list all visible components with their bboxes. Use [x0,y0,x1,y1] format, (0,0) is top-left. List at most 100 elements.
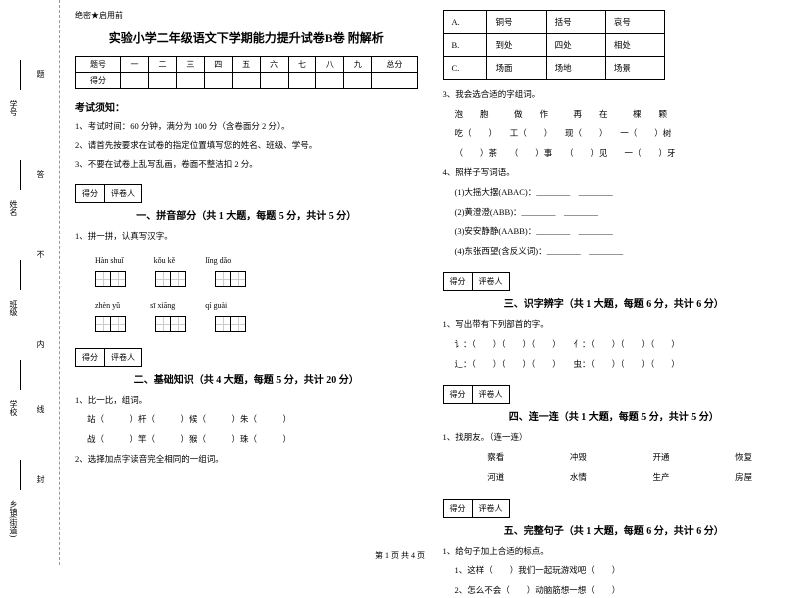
match-row[interactable]: 察看 冲毁 开通 恢复 [443,451,786,463]
cell[interactable] [316,73,344,89]
cell: 括号 [546,11,605,34]
cell[interactable]: C. [443,57,487,80]
cell[interactable]: A. [443,11,487,34]
question: 4、照样子写词语。 [443,166,786,180]
cell: 四 [204,57,232,73]
word: 水情 [570,471,587,483]
table-row: 得分 [76,73,418,89]
field-id: 学号 [8,100,19,116]
score-box: 得分 评卷人 [75,184,418,203]
question: 1、拼一拼，认真写汉字。 [75,230,418,244]
cell: 一 [121,57,149,73]
pinyin-row: zhèn yǔ sī xiāng qí guài [95,301,418,310]
char-grid[interactable] [215,271,245,287]
char-grid[interactable] [155,271,185,287]
cell: 场面 [487,57,546,80]
pinyin-row: Hàn shuǐ kǒu kě lǐng dǎo [95,256,418,265]
blank-line[interactable]: (1)大摇大摆(ABAC)：________ ________ [443,186,786,200]
cell[interactable] [149,73,177,89]
word: 冲毁 [570,451,587,463]
section-1-heading: 一、拼音部分（共 1 大题，每题 5 分，共计 5 分） [75,207,418,222]
blank-line[interactable]: 讠：（ ）（ ）（ ） 亻：（ ）（ ）（ ） [443,338,786,352]
seal-1: 封 [35,475,46,483]
question: 1、找朋友。（连一连） [443,431,786,445]
field-line [20,260,21,290]
section-2-heading: 二、基础知识（共 4 大题，每题 5 分，共计 20 分） [75,371,418,386]
seal-3: 内 [35,340,46,348]
blank-line[interactable]: (2)黄澄澄(ABB)：________ ________ [443,206,786,220]
cell[interactable] [260,73,288,89]
word: 河道 [487,471,504,483]
seal-4: 不 [35,250,46,258]
word: 生产 [653,471,670,483]
seal-2: 线 [35,405,46,413]
score-label: 得分 [443,385,472,404]
grader-label: 评卷人 [472,272,510,291]
cell[interactable] [204,73,232,89]
match-row[interactable]: 河道 水情 生产 房屋 [443,471,786,483]
cell: 六 [260,57,288,73]
blank-line[interactable]: 战（ ）竿（ ）猴（ ）珠（ ） [75,433,418,447]
blank-line[interactable]: 站（ ）杆（ ）候（ ）朱（ ） [75,413,418,427]
field-line [20,360,21,390]
cell[interactable] [121,73,149,89]
pinyin: qí guài [205,301,227,310]
cell: 四处 [546,34,605,57]
field-class: 班级 [8,300,19,316]
notice-item: 1、考试时间：60 分钟，满分为 100 分（含卷面分 2 分）。 [75,120,418,133]
section-3-heading: 三、识字辨字（共 1 大题，每题 6 分，共计 6 分） [443,295,786,310]
cell[interactable] [372,73,417,89]
question: 2、选择加点字读音完全相同的一组词。 [75,453,418,467]
blank-line[interactable]: 辶：（ ）（ ）（ ） 虫：（ ）（ ）（ ） [443,358,786,372]
secret-label: 绝密★启用前 [75,10,418,21]
options-table: A.铜号括号哀号 B.到处四处相处 C.场面场地场景 [443,10,666,80]
table-row: 题号 一 二 三 四 五 六 七 八 九 总分 [76,57,418,73]
exam-title: 实验小学二年级语文下学期能力提升试卷B卷 附解析 [75,29,418,46]
pinyin: zhèn yǔ [95,301,120,310]
char-grid[interactable] [95,271,125,287]
cell[interactable] [176,73,204,89]
right-column: A.铜号括号哀号 B.到处四处相处 C.场面场地场景 3、我会选合适的字组词。 … [443,10,786,565]
cell: 七 [288,57,316,73]
char-grid[interactable] [215,316,245,332]
blank-line[interactable]: （ ）茶 （ ）事 （ ）见 一（ ）牙 [443,147,786,161]
cell: 总分 [372,57,417,73]
blank-line[interactable]: (4)东张西望(含反义词)：________ ________ [443,245,786,259]
cell[interactable] [344,73,372,89]
section-5-heading: 五、完整句子（共 1 大题，每题 6 分，共计 6 分） [443,522,786,537]
pinyin: sī xiāng [150,301,175,310]
cell[interactable] [288,73,316,89]
grader-label: 评卷人 [472,499,510,518]
pinyin: Hàn shuǐ [95,256,124,265]
content-area: 绝密★启用前 实验小学二年级语文下学期能力提升试卷B卷 附解析 题号 一 二 三… [60,0,800,565]
pinyin: kǒu kě [154,256,176,265]
field-school: 学校 [8,400,19,416]
score-label: 得分 [443,499,472,518]
score-table: 题号 一 二 三 四 五 六 七 八 九 总分 得分 [75,56,418,89]
cell[interactable] [232,73,260,89]
blank-line[interactable]: (3)安安静静(AABB)：________ ________ [443,225,786,239]
cell: 场景 [605,57,664,80]
field-line [20,60,21,90]
cell: 得分 [76,73,121,89]
blank-line[interactable]: 吃（ ） 工（ ） 现（ ） 一（ ）树 [443,127,786,141]
table-row: B.到处四处相处 [443,34,665,57]
notice-item: 2、请首先按要求在试卷的指定位置填写您的姓名、班级、学号。 [75,139,418,152]
cell: 八 [316,57,344,73]
blank-line[interactable]: 2、怎么不会（ ）动脑筋想一想（ ） [443,584,786,598]
char-grid[interactable] [95,316,125,332]
text-line: 泡 胞 做 作 再 在 棵 颗 [443,108,786,122]
char-grid[interactable] [155,316,185,332]
field-name: 姓名 [8,200,19,216]
question: 3、我会选合适的字组词。 [443,88,786,102]
cell: 二 [149,57,177,73]
cell: 题号 [76,57,121,73]
page-footer: 第 1 页 共 4 页 [0,550,800,561]
cell: 五 [232,57,260,73]
blank-line[interactable]: 1、这样（ ）我们一起玩游戏吧（ ） [443,564,786,578]
word: 开通 [653,451,670,463]
pinyin: lǐng dǎo [205,256,231,265]
cell[interactable]: B. [443,34,487,57]
cell: 到处 [487,34,546,57]
cell: 三 [176,57,204,73]
